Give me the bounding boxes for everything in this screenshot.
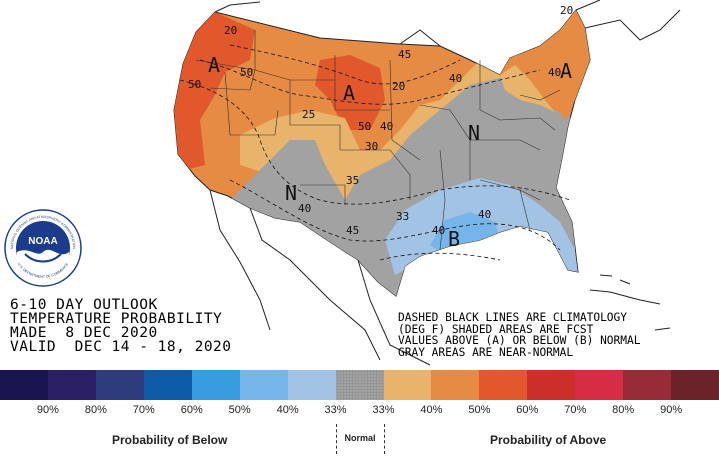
label-normal-east: N <box>468 121 480 145</box>
clim-value: 50 <box>358 120 371 133</box>
probability-label: 33% <box>324 404 347 416</box>
outlook-title-block: 6-10 DAY OUTLOOK TEMPERATURE PROBABILITY… <box>10 297 232 355</box>
state-borders <box>195 30 561 251</box>
note-line: VALUES ABOVE (A) OR BELOW (B) NORMAL <box>398 334 641 347</box>
probability-label: 90% <box>36 404 59 416</box>
scale-swatch <box>431 370 480 400</box>
clim-value: 40 <box>432 224 445 237</box>
climatology-lines <box>179 44 571 261</box>
clim-value: 25 <box>302 108 315 121</box>
outlook-title: 6-10 DAY OUTLOOK <box>10 297 158 313</box>
scale-swatch <box>191 370 240 400</box>
above-region-west-coast <box>174 12 255 170</box>
noaa-logo-text: NOAA <box>28 236 57 247</box>
label-below-gulf: B <box>448 227 460 251</box>
probability-labels: 90% 80% 70% 60% 50% 40% 33% 33% 40% 50% 60% 70% 80% 9… <box>0 404 719 420</box>
noaa-logo: NOAA NATIONAL OCEANIC AND ATMOSPHERIC AD… <box>4 209 82 287</box>
probability-label: 70% <box>132 404 155 416</box>
scale-swatch <box>239 370 288 400</box>
scale-swatch <box>0 370 48 400</box>
outlook-map: A A A N N B 50 50 45 40 25 50 40 30 35 4… <box>173 0 681 366</box>
label-above-west: A <box>208 53 220 77</box>
scale-swatch <box>575 370 624 400</box>
probability-label: 90% <box>660 404 683 416</box>
scale-swatch <box>671 370 719 400</box>
clim-value: 40 <box>298 202 311 215</box>
scale-swatch <box>47 370 96 400</box>
scale-swatch <box>383 370 432 400</box>
probability-label: 40% <box>276 404 299 416</box>
probability-label: 50% <box>228 404 251 416</box>
scale-swatch <box>479 370 528 400</box>
probability-label: 60% <box>516 404 539 416</box>
clim-value: 40 <box>380 120 393 133</box>
clim-value: 33 <box>396 210 409 223</box>
note-line: GRAY AREAS ARE NEAR-NORMAL <box>398 345 574 359</box>
probability-label: 33% <box>372 404 395 416</box>
scale-swatch <box>95 370 144 400</box>
scale-swatch <box>623 370 672 400</box>
clim-value: 50 <box>188 78 201 91</box>
clim-value: 40 <box>548 66 561 79</box>
canada-border <box>214 0 681 47</box>
note-line: DASHED BLACK LINES ARE CLIMATOLOGY <box>398 311 628 324</box>
scale-swatch <box>527 370 576 400</box>
clim-value: 35 <box>346 174 359 187</box>
scale-swatch <box>335 370 384 400</box>
climatology-values: 50 50 45 40 25 50 40 30 35 40 45 33 40 4… <box>188 4 573 237</box>
probability-label: 70% <box>564 404 587 416</box>
probability-label: 40% <box>420 404 443 416</box>
clim-value: 40 <box>478 208 491 221</box>
outlook-type: TEMPERATURE PROBABILITY <box>10 311 223 327</box>
clim-value: 40 <box>449 72 462 85</box>
probability-label: 80% <box>84 404 107 416</box>
caribbean-islands <box>589 274 671 331</box>
normal-divider-right <box>384 424 385 454</box>
clim-value: 20 <box>392 80 405 93</box>
clim-value: 50 <box>240 66 253 79</box>
label-normal-southwest: N <box>285 181 297 205</box>
clim-value: 30 <box>365 140 378 153</box>
scale-swatch <box>143 370 192 400</box>
probability-label: 60% <box>180 404 203 416</box>
category-below: Probability of Below <box>112 433 228 447</box>
category-normal: Normal <box>344 433 376 443</box>
label-above-plains: A <box>343 81 355 105</box>
clim-value: 20 <box>560 4 573 17</box>
label-above-northeast: A <box>560 59 572 83</box>
category-above: Probability of Above <box>490 433 607 447</box>
normal-divider-left <box>336 424 337 454</box>
probability-label: 80% <box>612 404 635 416</box>
clim-value: 45 <box>346 224 359 237</box>
scale-swatch <box>287 370 336 400</box>
legend-notes: DASHED BLACK LINES ARE CLIMATOLOGY (DEG … <box>398 312 640 358</box>
probability-label: 50% <box>468 404 491 416</box>
made-date: MADE 8 DEC 2020 <box>10 325 158 341</box>
probability-color-scale <box>0 370 719 400</box>
clim-value: 45 <box>398 48 411 61</box>
valid-dates: VALID DEC 14 - 18, 2020 <box>10 339 232 355</box>
above-region-north-plains <box>315 55 385 130</box>
mexico-coast <box>209 189 431 366</box>
note-line: (DEG F) SHADED AREAS ARE FCST <box>398 322 594 336</box>
clim-value: 20 <box>224 24 237 37</box>
